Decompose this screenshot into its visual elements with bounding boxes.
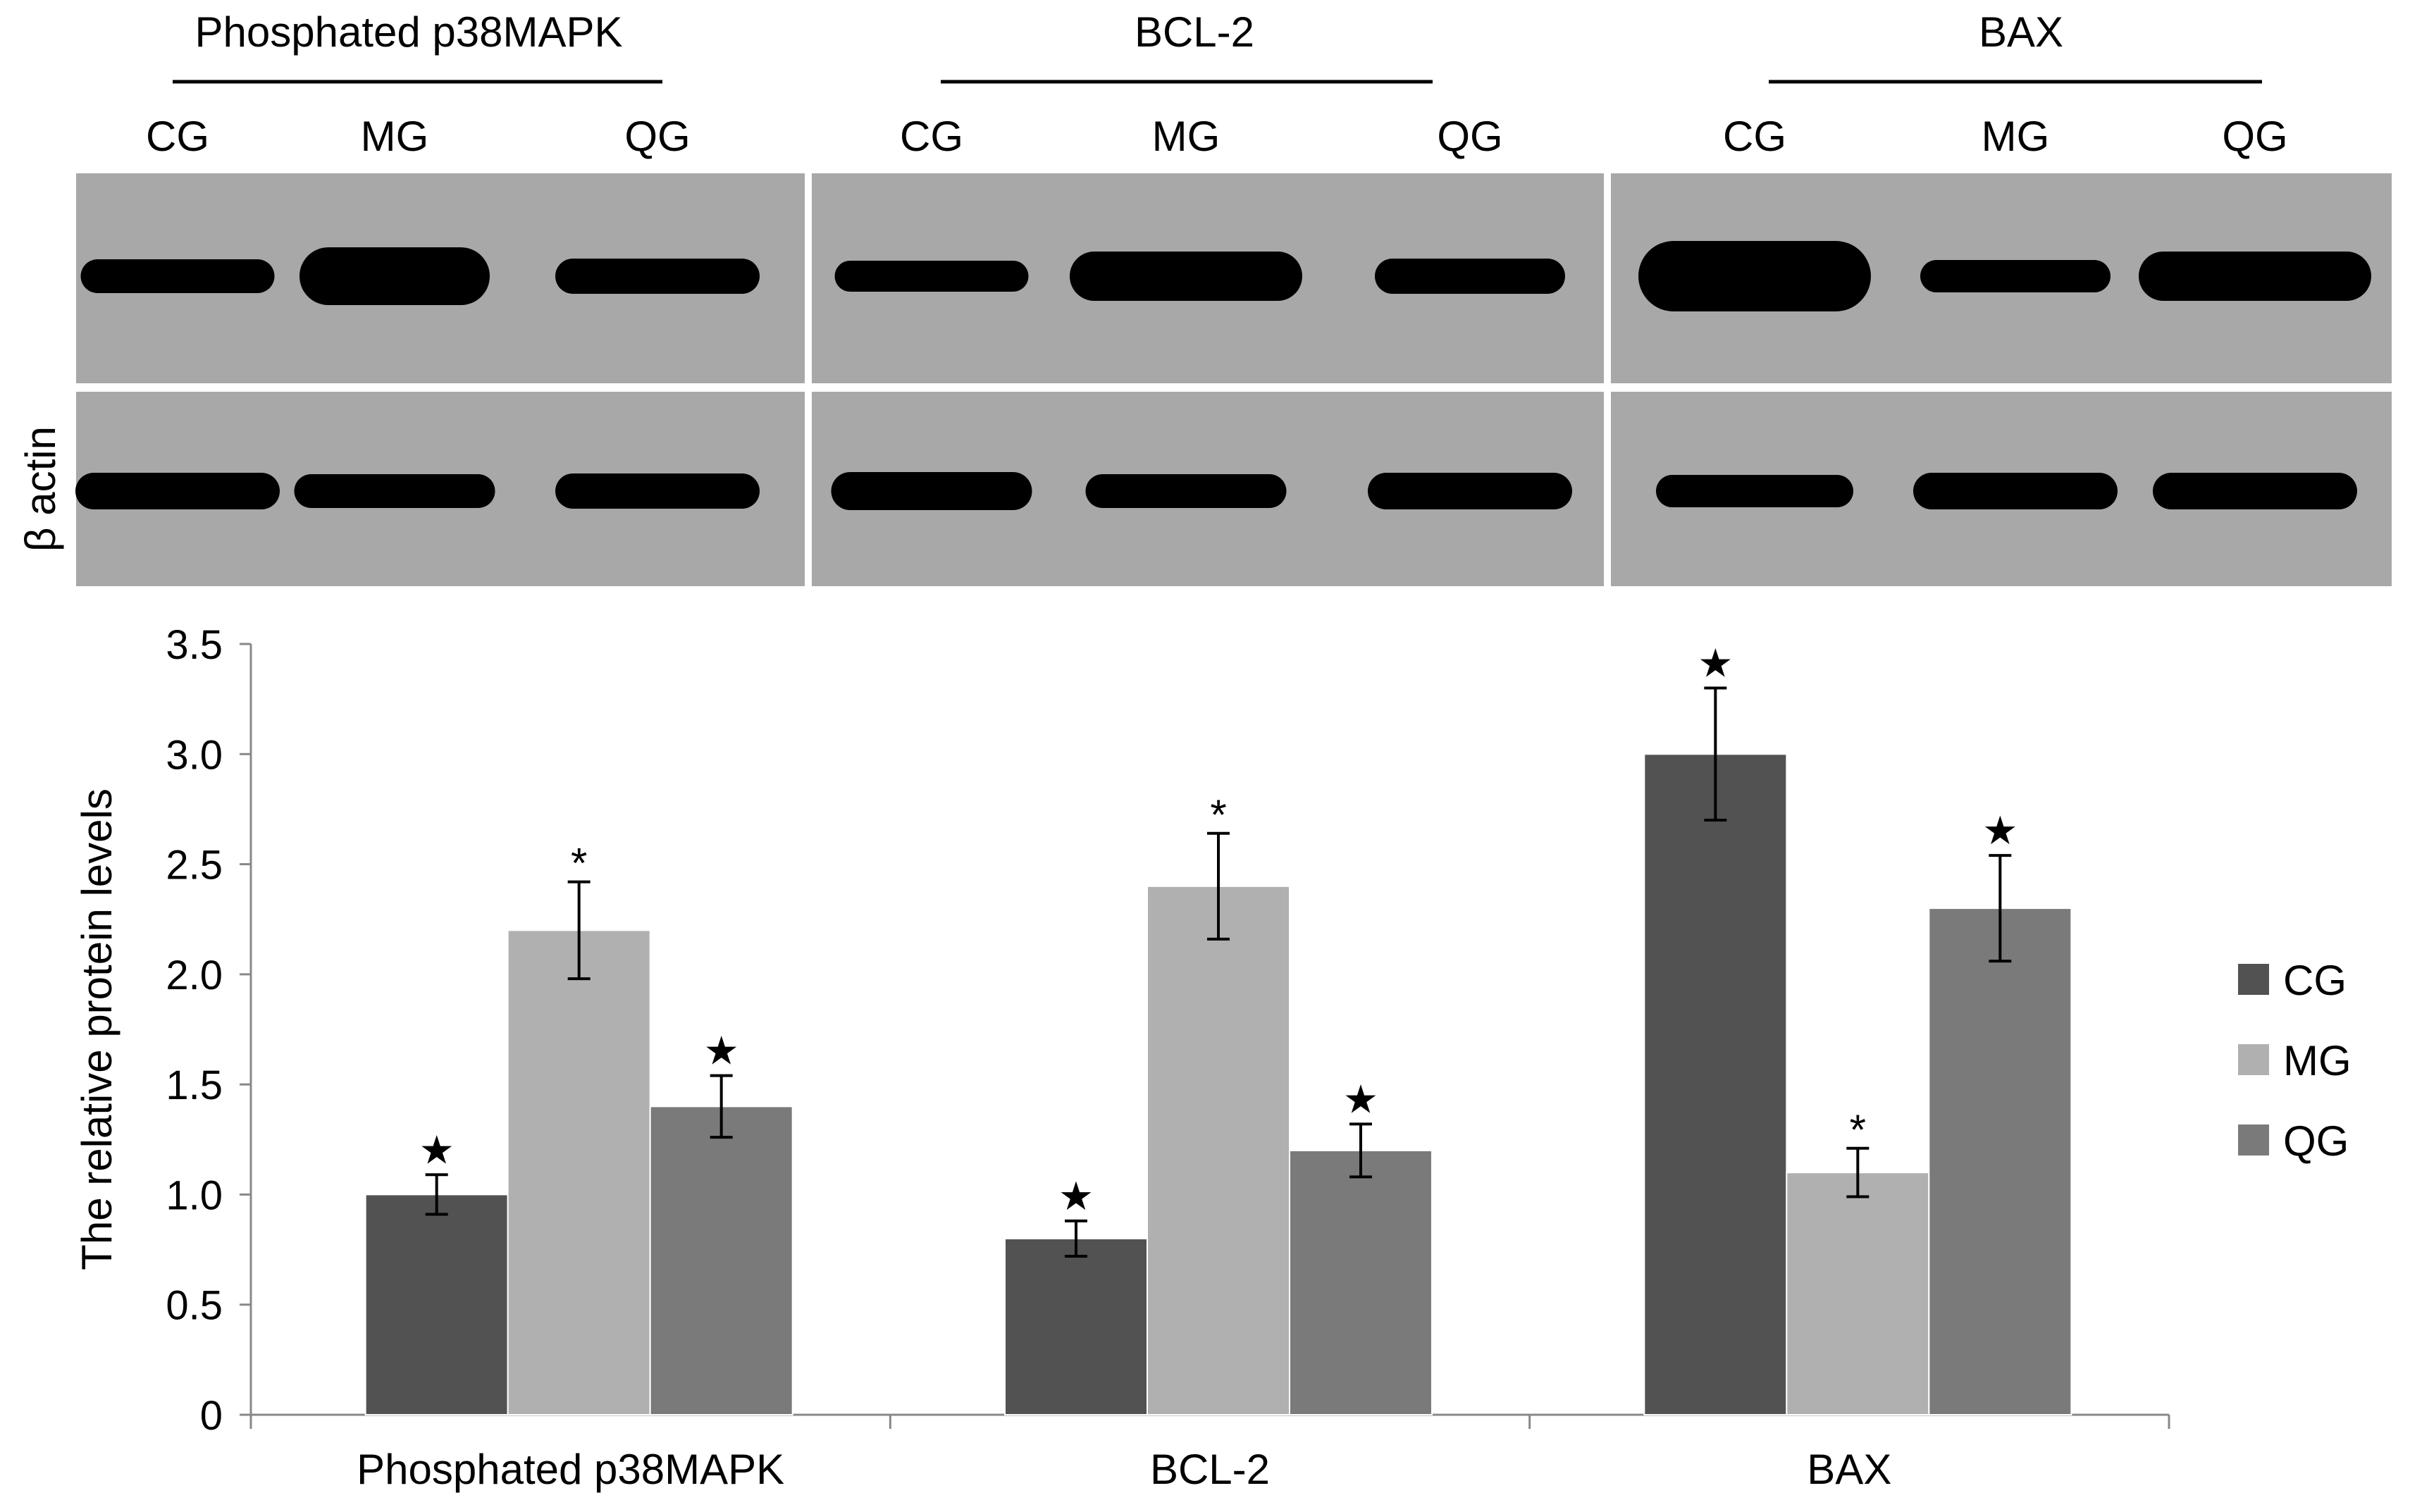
legend-label: MG xyxy=(2283,1037,2352,1084)
blot-band-actin xyxy=(1913,473,2118,509)
blot-band-target xyxy=(2139,252,2371,301)
bar-qg xyxy=(1289,1149,1433,1416)
bar-cg xyxy=(1004,1237,1148,1416)
x-tick-label: Phosphated p38MAPK xyxy=(357,1446,784,1493)
significance-marker: ★ xyxy=(1698,641,1733,686)
lane-label: CG xyxy=(900,113,963,160)
blot-title: BCL-2 xyxy=(1135,8,1254,56)
blot-band-actin xyxy=(75,473,280,509)
blot-band-actin xyxy=(2153,473,2357,509)
lane-label: MG xyxy=(1982,113,2050,160)
bar-mg xyxy=(1786,1172,1930,1415)
legend-swatch xyxy=(2238,1044,2269,1075)
bar-mg xyxy=(507,929,651,1416)
blot-band-actin xyxy=(555,473,760,509)
blot-title: BAX xyxy=(1979,8,2063,56)
significance-marker: ★ xyxy=(1058,1174,1094,1218)
blot-band-target xyxy=(555,259,760,294)
blot-title: Phosphated p38MAPK xyxy=(194,8,622,56)
lane-label: MG xyxy=(1152,113,1221,160)
blot-band-actin xyxy=(1656,475,1853,507)
significance-marker: * xyxy=(571,840,587,887)
x-tick-label: BCL-2 xyxy=(1150,1446,1270,1493)
significance-marker: ★ xyxy=(419,1127,455,1172)
legend-swatch xyxy=(2238,1124,2269,1155)
y-tick-label: 2.0 xyxy=(166,953,223,998)
blot-band-actin xyxy=(294,474,495,508)
y-axis-label: The relative protein levels xyxy=(73,788,121,1270)
y-tick-label: 3.5 xyxy=(166,622,223,668)
blot-band-target xyxy=(1070,252,1302,301)
bar-qg xyxy=(649,1105,793,1416)
y-tick-label: 0 xyxy=(200,1393,223,1439)
x-tick-label: BAX xyxy=(1807,1446,1891,1493)
legend-label: CG xyxy=(2283,957,2347,1004)
lane-label: MG xyxy=(361,113,429,160)
significance-marker: * xyxy=(1850,1106,1866,1153)
blot-band-actin xyxy=(1368,473,1572,509)
y-tick-label: 1.0 xyxy=(166,1172,223,1218)
y-tick-label: 1.5 xyxy=(166,1062,223,1108)
blot-band-actin xyxy=(831,472,1032,510)
significance-marker: * xyxy=(1210,791,1226,838)
blot-band-target xyxy=(834,261,1029,292)
blot-band-target xyxy=(299,247,490,305)
lane-label: CG xyxy=(1723,113,1786,160)
lane-label: CG xyxy=(146,113,209,160)
blot-band-target xyxy=(1638,241,1871,311)
lane-label: QG xyxy=(624,113,690,160)
lane-label: QG xyxy=(2222,113,2287,160)
blot-band-target xyxy=(1920,260,2111,292)
bar-mg xyxy=(1147,885,1290,1416)
significance-marker: ★ xyxy=(704,1029,739,1073)
y-tick-label: 2.5 xyxy=(166,843,223,888)
bar-cg xyxy=(1643,753,1788,1416)
significance-marker: ★ xyxy=(1982,808,2017,853)
blot-band-target xyxy=(1375,259,1565,294)
bar-qg xyxy=(1928,907,2072,1415)
bar-cg xyxy=(364,1194,509,1416)
blot-band-target xyxy=(80,259,275,293)
lane-label: QG xyxy=(1437,113,1502,160)
y-tick-label: 3.0 xyxy=(166,732,223,778)
significance-marker: ★ xyxy=(1343,1077,1378,1121)
y-tick-label: 0.5 xyxy=(166,1283,223,1329)
actin-label: β actin xyxy=(17,426,64,552)
legend-label: QG xyxy=(2283,1117,2349,1165)
blot-band-actin xyxy=(1085,474,1287,508)
legend-swatch xyxy=(2238,964,2269,995)
